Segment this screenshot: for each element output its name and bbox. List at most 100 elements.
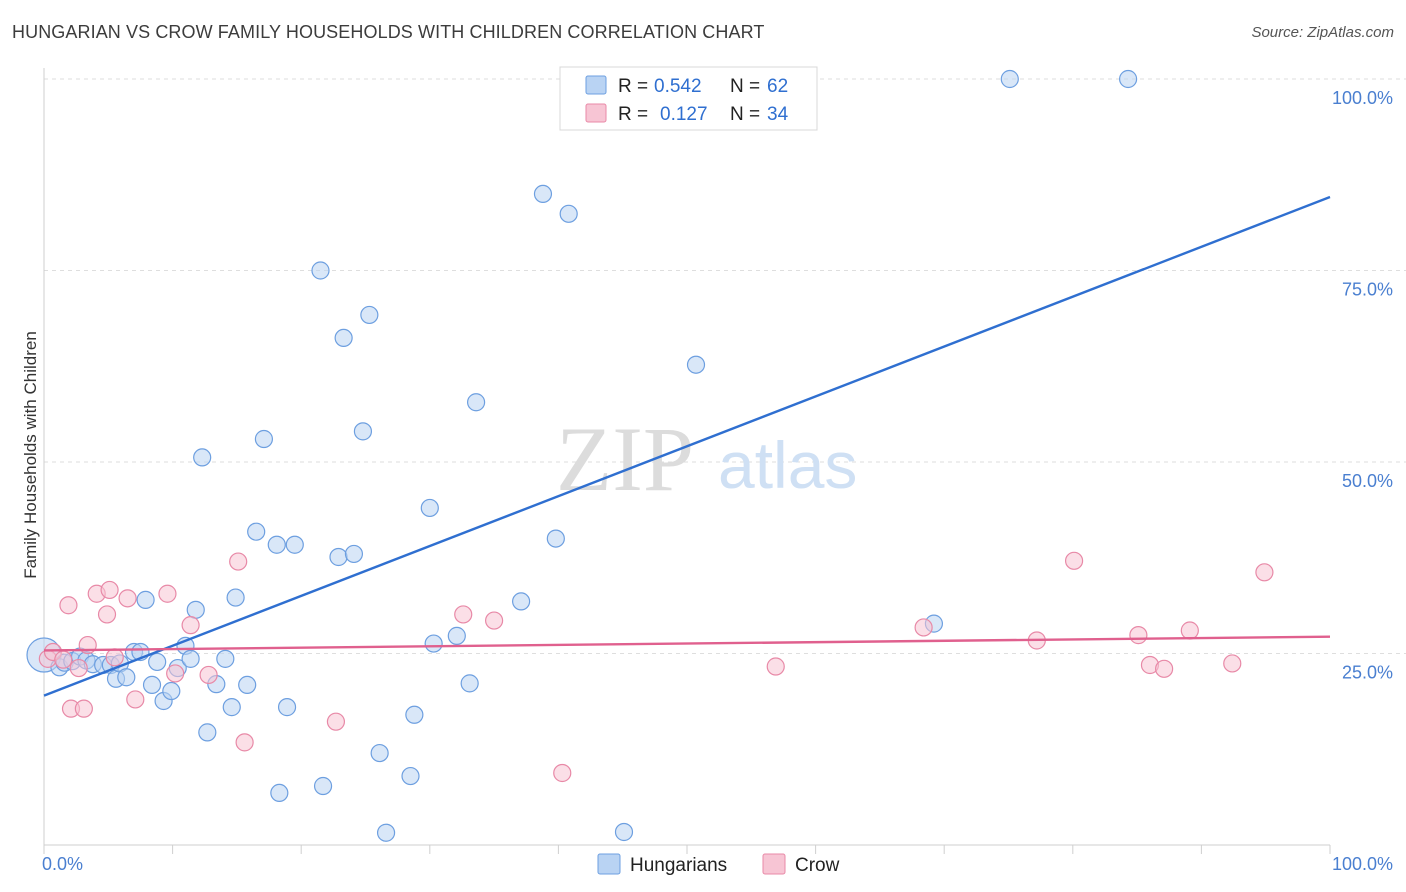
stats-n-label-crow: N =: [730, 104, 760, 125]
data-point: [186, 600, 205, 619]
data-point: [360, 305, 379, 325]
data-point: [914, 618, 933, 637]
data-point: [270, 783, 289, 803]
data-point: [454, 605, 473, 624]
legend-hungarians-label: Hungarians: [630, 855, 727, 876]
hungarians-swatch-icon: [585, 75, 607, 95]
trend-lines: [43, 195, 1331, 697]
trend-line-hungarians: [43, 195, 1331, 697]
data-point: [74, 699, 93, 718]
legend-crow-icon: [762, 853, 786, 875]
data-point: [118, 589, 137, 608]
data-point: [216, 649, 235, 668]
data-point: [136, 590, 155, 609]
data-point: [1118, 69, 1138, 89]
data-point: [97, 605, 117, 624]
data-point: [311, 261, 330, 280]
data-point: [126, 690, 145, 709]
stats-n-value-crow: 34: [767, 104, 789, 125]
y-tick-label: 100.0%: [1332, 88, 1393, 108]
data-point: [181, 616, 200, 635]
data-point: [559, 204, 578, 223]
data-point: [54, 650, 73, 669]
data-point: [533, 184, 553, 203]
series-legend: Hungarians Crow: [597, 853, 840, 876]
data-point: [1129, 626, 1148, 645]
data-point: [553, 763, 572, 783]
data-point: [238, 675, 257, 695]
data-point: [376, 823, 396, 842]
axes: 25.0% 50.0% 75.0% 100.0% 0.0% 100.0%: [42, 68, 1393, 874]
data-point: [766, 657, 785, 676]
data-point: [162, 681, 181, 701]
data-point: [100, 580, 119, 600]
y-tick-label: 25.0%: [1342, 663, 1393, 683]
data-point: [198, 723, 217, 742]
watermark-zip: ZIP: [556, 408, 694, 510]
data-point: [247, 522, 266, 541]
data-point: [420, 498, 439, 518]
y-tick-label: 50.0%: [1342, 471, 1393, 491]
legend-crow-label: Crow: [795, 855, 840, 876]
data-point: [226, 588, 245, 607]
stats-legend: R = 0.542 N = 62 R = 0.127 N = 34: [559, 66, 818, 131]
data-point: [370, 743, 389, 763]
data-point: [1180, 621, 1199, 640]
data-point: [1155, 659, 1174, 678]
data-point: [1223, 654, 1242, 673]
data-point: [267, 535, 286, 554]
data-point: [460, 674, 479, 693]
legend-hungarians-icon: [597, 853, 621, 875]
data-point: [235, 733, 254, 752]
data-point: [329, 547, 348, 567]
data-point: [401, 766, 420, 786]
data-point: [326, 712, 346, 731]
data-point: [344, 544, 364, 564]
data-point: [512, 592, 531, 611]
watermark: ZIP atlas: [556, 408, 857, 510]
data-point: [148, 652, 167, 672]
data-point: [447, 626, 466, 645]
series-crow: [38, 551, 1274, 783]
y-axis-label: Family Households with Children: [21, 331, 40, 579]
data-point: [229, 552, 248, 571]
data-points: [26, 69, 1274, 842]
crow-swatch-icon: [585, 103, 607, 123]
x-tick-label: 100.0%: [1332, 854, 1393, 874]
data-point: [485, 611, 504, 630]
data-point: [424, 634, 443, 653]
watermark-atlas: atlas: [718, 428, 857, 502]
chart-title: HUNGARIAN VS CROW FAMILY HOUSEHOLDS WITH…: [12, 22, 765, 42]
data-point: [222, 698, 241, 717]
source-label: Source: ZipAtlas.com: [1251, 24, 1394, 41]
data-point: [254, 429, 274, 449]
data-point: [181, 649, 200, 668]
stats-n-value-hungarians: 62: [767, 76, 788, 97]
data-point: [313, 776, 333, 796]
stats-n-label-hungarians: N =: [730, 76, 760, 97]
data-point: [1255, 563, 1274, 582]
data-point: [614, 822, 634, 842]
series-hungarians: [26, 69, 1138, 842]
data-point: [199, 665, 218, 685]
data-point: [1000, 69, 1019, 89]
data-point: [142, 675, 162, 695]
data-point: [466, 393, 486, 412]
data-point: [334, 328, 353, 348]
stats-r-value-crow: 0.127: [660, 104, 708, 125]
data-point: [686, 355, 706, 374]
data-point: [285, 535, 304, 554]
data-point: [353, 422, 373, 441]
data-point: [1064, 551, 1084, 570]
grid: [44, 78, 1406, 654]
y-tick-label: 75.0%: [1342, 280, 1393, 300]
data-point: [166, 664, 185, 683]
data-point: [277, 698, 297, 717]
stats-r-label-crow: R =: [618, 104, 648, 125]
trend-line-crow: [43, 635, 1331, 652]
data-point: [105, 648, 124, 667]
data-point: [158, 584, 177, 603]
data-point: [405, 705, 424, 724]
data-point: [193, 448, 212, 467]
